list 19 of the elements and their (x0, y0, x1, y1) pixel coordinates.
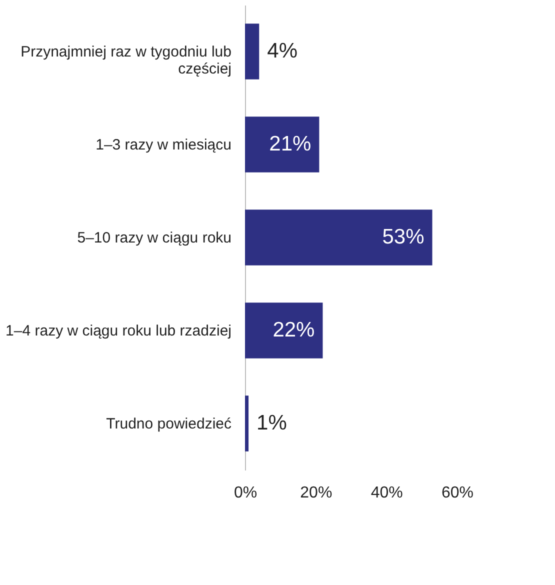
data-label: 21% (269, 132, 312, 156)
bar (245, 210, 432, 266)
x-tick-label: 40% (370, 484, 403, 502)
bar (245, 24, 260, 80)
y-tick-label: 1–3 razy w miesiącu (96, 136, 232, 154)
bar (245, 302, 323, 358)
x-tick-label: 0% (234, 484, 258, 502)
x-tick-label: 60% (441, 484, 474, 502)
x-tick-label: 20% (300, 484, 332, 502)
data-label: 1% (256, 412, 287, 434)
y-tick-label: Przynajmniej raz w tygodniu lub częściej (20, 44, 232, 78)
y-tick-label: 5–10 razy w ciągu roku (77, 230, 232, 246)
data-label: 22% (272, 318, 315, 342)
y-tick-label: 1–4 razy w ciągu roku lub rzadziej (6, 322, 232, 340)
data-label: 53% (382, 226, 424, 248)
data-label: 4% (267, 40, 298, 62)
y-tick-label: Trudno powiedzieć (106, 416, 232, 432)
bar (245, 116, 320, 172)
bar (245, 396, 249, 452)
